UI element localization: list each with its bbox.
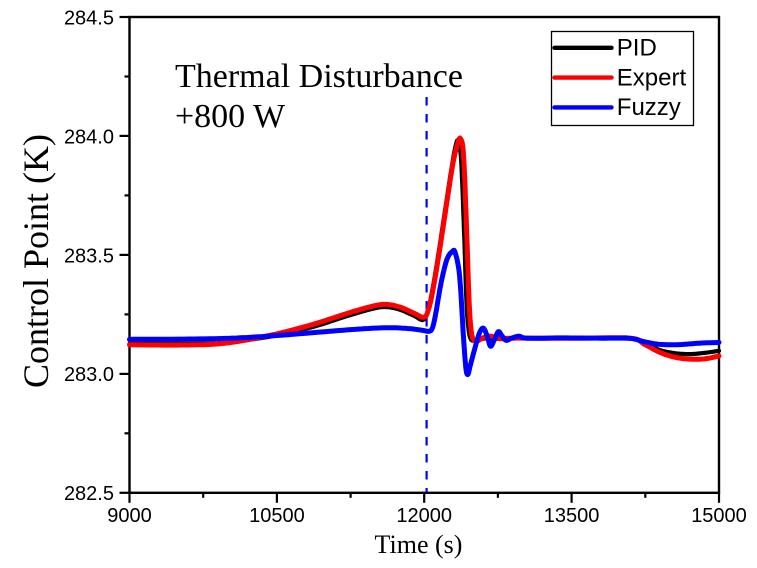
svg-text:15000: 15000	[691, 505, 747, 527]
svg-text:9000: 9000	[107, 505, 152, 527]
svg-text:12000: 12000	[396, 505, 452, 527]
svg-text:Expert: Expert	[617, 64, 687, 91]
svg-text:Thermal Disturbance: Thermal Disturbance	[175, 58, 463, 95]
svg-text:PID: PID	[617, 35, 657, 62]
svg-text:Fuzzy: Fuzzy	[617, 94, 681, 121]
svg-text:10500: 10500	[249, 505, 305, 527]
svg-text:284.5: 284.5	[64, 7, 114, 29]
svg-text:283.5: 283.5	[64, 245, 114, 267]
svg-text:Time (s): Time (s)	[375, 530, 463, 559]
svg-text:282.5: 282.5	[64, 483, 114, 505]
svg-text:Control Point (K): Control Point (K)	[16, 134, 56, 388]
svg-text:283.0: 283.0	[64, 364, 114, 386]
svg-text:+800 W: +800 W	[175, 98, 286, 135]
svg-text:13500: 13500	[544, 505, 600, 527]
svg-text:284.0: 284.0	[64, 126, 114, 148]
